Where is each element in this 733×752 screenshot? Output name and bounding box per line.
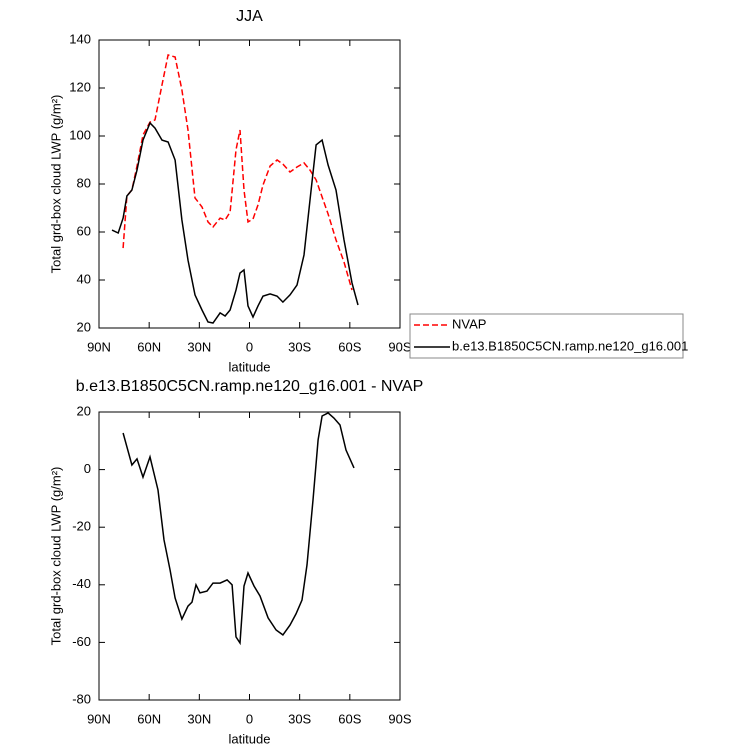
x-tick-label: 60S — [338, 711, 361, 726]
y-tick-label: 40 — [77, 271, 91, 286]
x-axis-label: latitude — [229, 359, 271, 374]
x-tick-label: 30S — [288, 711, 311, 726]
x-tick-label: 60N — [137, 711, 161, 726]
x-tick-label: 60N — [137, 339, 161, 354]
y-tick-label: 120 — [69, 79, 91, 94]
legend-label: b.e13.B1850C5CN.ramp.ne120_g16.001 — [452, 338, 688, 353]
plot-frame — [98, 39, 401, 329]
x-tick-label: 60S — [338, 339, 361, 354]
x-tick-label: 0 — [246, 711, 253, 726]
chart-title: JJA — [236, 8, 263, 25]
y-tick-label: 20 — [77, 403, 91, 418]
x-tick-label: 90N — [87, 711, 111, 726]
y-axis-label: Total grd-box cloud LWP (g/m²) — [48, 95, 63, 274]
x-tick-label: 30S — [288, 339, 311, 354]
y-tick-label: -40 — [72, 576, 91, 591]
x-tick-label: 90N — [87, 339, 111, 354]
y-tick-label: 60 — [77, 223, 91, 238]
series-line — [111, 121, 359, 324]
legend-label: NVAP — [452, 316, 486, 331]
x-axis-label: latitude — [229, 731, 271, 746]
y-tick-label: -80 — [72, 691, 91, 706]
series-line — [122, 411, 355, 646]
x-tick-label: 30N — [187, 339, 211, 354]
y-axis-label: Total grd-box cloud LWP (g/m²) — [48, 467, 63, 646]
legend-box — [409, 313, 684, 359]
y-tick-label: 0 — [84, 461, 91, 476]
x-tick-label: 0 — [246, 339, 253, 354]
y-tick-label: -20 — [72, 519, 91, 534]
x-tick-label: 30N — [187, 711, 211, 726]
y-tick-label: 20 — [77, 319, 91, 334]
chart-title: b.e13.B1850C5CN.ramp.ne120_g16.001 - NVA… — [76, 378, 423, 395]
x-tick-label: 90S — [388, 339, 411, 354]
y-tick-label: 140 — [69, 31, 91, 46]
plot-frame — [98, 411, 401, 701]
series-line — [122, 53, 353, 291]
y-tick-label: 100 — [69, 127, 91, 142]
y-tick-label: 80 — [77, 175, 91, 190]
x-tick-label: 90S — [388, 711, 411, 726]
y-tick-label: -60 — [72, 634, 91, 649]
